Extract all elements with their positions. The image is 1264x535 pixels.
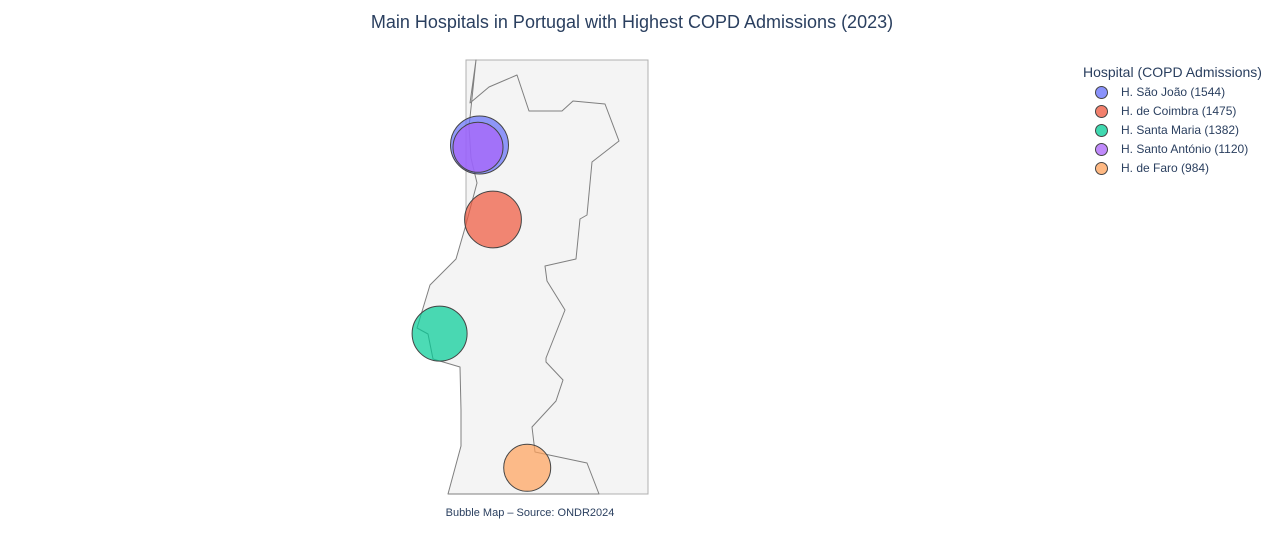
bubble-h-de-faro[interactable] xyxy=(504,444,551,491)
bubble-h-de-coimbra[interactable] xyxy=(465,191,522,248)
legend-item-sao-joao[interactable]: H. São João (1544) xyxy=(1083,83,1262,102)
legend-swatch-icon xyxy=(1095,105,1108,118)
legend-item-santo-antonio[interactable]: H. Santo António (1120) xyxy=(1083,140,1262,159)
legend-swatch-icon xyxy=(1095,124,1108,137)
bubble-h-santo-ant-nio[interactable] xyxy=(453,122,503,172)
legend-item-santa-maria[interactable]: H. Santa Maria (1382) xyxy=(1083,121,1262,140)
legend-swatch-icon xyxy=(1095,86,1108,99)
legend: Hospital (COPD Admissions) H. São João (… xyxy=(1083,64,1262,178)
legend-item-faro[interactable]: H. de Faro (984) xyxy=(1083,159,1262,178)
map-caption: Bubble Map – Source: ONDR2024 xyxy=(380,507,680,519)
legend-swatch-icon xyxy=(1095,162,1108,175)
bubble-h-santa-maria[interactable] xyxy=(412,306,467,361)
legend-label: H. Santa Maria (1382) xyxy=(1121,123,1239,137)
legend-label: H. de Coimbra (1475) xyxy=(1121,104,1236,118)
legend-label: H. de Faro (984) xyxy=(1121,161,1209,175)
legend-swatch-icon xyxy=(1095,143,1108,156)
legend-label: H. São João (1544) xyxy=(1121,85,1225,99)
legend-title: Hospital (COPD Admissions) xyxy=(1083,64,1262,80)
legend-item-coimbra[interactable]: H. de Coimbra (1475) xyxy=(1083,102,1262,121)
legend-label: H. Santo António (1120) xyxy=(1121,142,1248,156)
